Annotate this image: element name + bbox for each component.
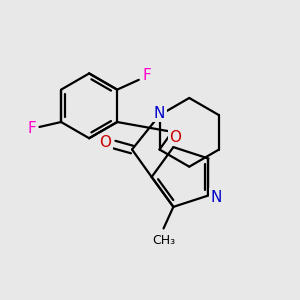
Text: O: O — [100, 135, 112, 150]
Text: F: F — [142, 68, 151, 83]
Text: CH₃: CH₃ — [152, 234, 175, 247]
Text: N: N — [154, 106, 165, 121]
Text: N: N — [211, 190, 222, 205]
Text: F: F — [27, 122, 36, 136]
Text: O: O — [169, 130, 181, 145]
